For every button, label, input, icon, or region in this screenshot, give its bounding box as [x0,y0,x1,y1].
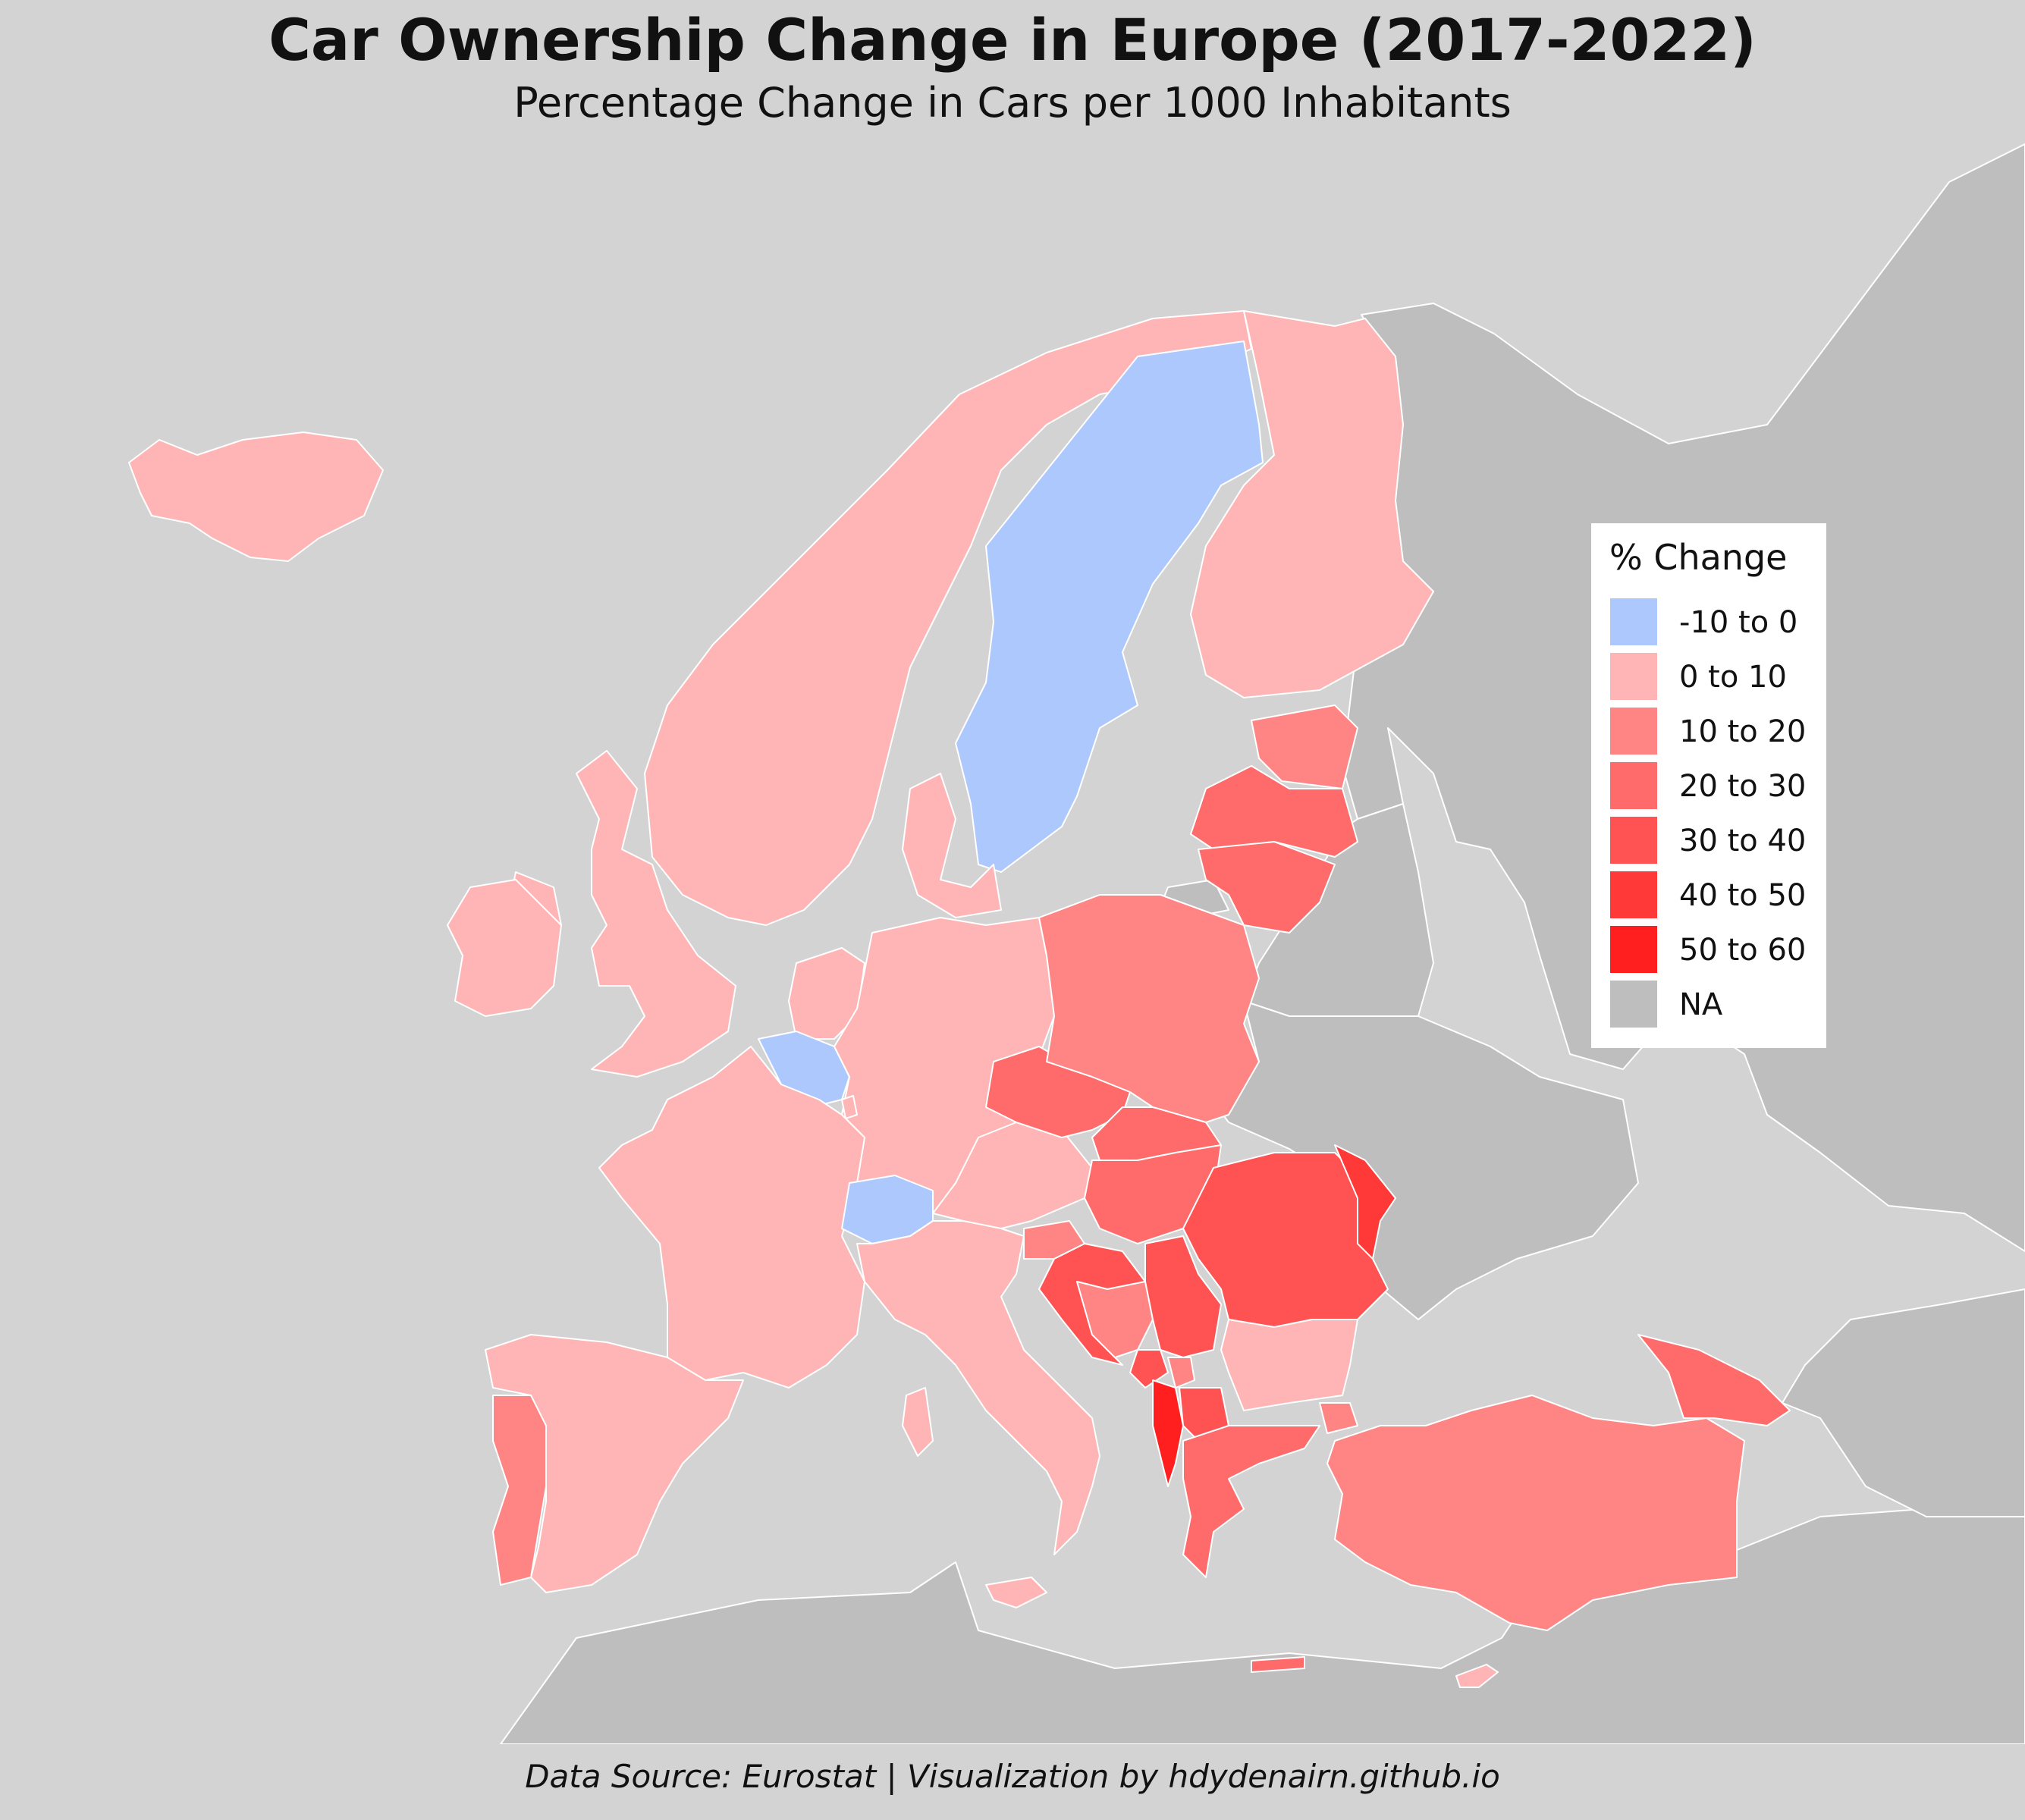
legend-item: 10 to 20 [1609,707,1822,755]
region-bulgaria [1220,1319,1358,1411]
legend-label: 30 to 40 [1679,824,1807,858]
region-poland [1038,894,1260,1123]
legend-item: 0 to 10 [1609,652,1822,701]
legend-item: 20 to 30 [1609,761,1822,810]
region-bosnia [1076,1281,1154,1358]
region-france [598,1046,865,1389]
region-kosovo [1167,1357,1195,1389]
legend-item: 40 to 50 [1609,871,1822,919]
legend: % Change -10 to 0 0 to 10 10 to 20 20 to… [1591,523,1826,1048]
region-iceland [128,431,384,562]
region-denmark [902,773,1002,918]
region-caucasus-east [1782,1288,2025,1517]
region-lithuania [1198,841,1336,934]
region-portugal [492,1395,547,1586]
region-africa [500,1501,2025,1744]
legend-item: 30 to 40 [1609,816,1822,864]
legend-title: % Change [1609,537,1788,578]
europe-map [128,143,2025,1744]
legend-label: 50 to 60 [1679,933,1807,968]
region-luxembourg [841,1095,858,1119]
chart-title: Car Ownership Change in Europe (2017-202… [268,6,1757,74]
region-greece [1182,1425,1320,1673]
region-ukraine [1205,1000,1639,1320]
region-cyprus [1455,1664,1499,1688]
region-sweden [955,340,1264,873]
data-source-caption: Data Source: Eurostat | Visualization by… [525,1758,1500,1795]
legend-swatch [1609,707,1658,755]
region-montenegro [1129,1349,1169,1389]
region-moldova [1334,1144,1396,1260]
legend-label: 40 to 50 [1679,878,1807,913]
legend-item: -10 to 0 [1609,598,1822,646]
legend-swatch [1609,980,1658,1028]
legend-label: 20 to 30 [1679,769,1807,804]
region-italy [856,1220,1100,1608]
region-georgia [1637,1334,1791,1426]
legend-swatch [1609,925,1658,974]
region-albania [1152,1379,1184,1487]
legend-item: 50 to 60 [1609,925,1822,974]
region-latvia [1190,765,1358,858]
legend-item: NA [1609,980,1822,1028]
legend-label: 10 to 20 [1679,714,1807,749]
region-turkey [1319,1395,1745,1631]
legend-swatch [1609,871,1658,919]
legend-label: 0 to 10 [1679,660,1787,695]
chart-subtitle: Percentage Change in Cars per 1000 Inhab… [513,79,1512,127]
legend-swatch [1609,598,1658,646]
region-ireland [447,879,562,1017]
legend-label: NA [1679,987,1723,1022]
legend-swatch [1609,652,1658,701]
region-serbia [1144,1235,1222,1358]
region-finland [1190,310,1434,698]
legend-label: -10 to 0 [1679,605,1798,640]
legend-swatch [1609,816,1658,864]
legend-swatch [1609,761,1658,810]
